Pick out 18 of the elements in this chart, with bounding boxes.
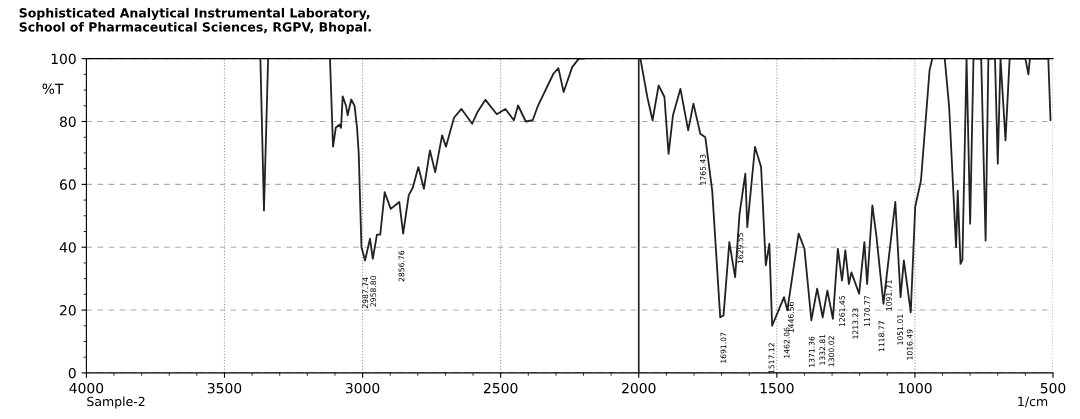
x-axis-title: 1/cm bbox=[1018, 396, 1048, 408]
y-tick-label: 80 bbox=[59, 116, 76, 127]
x-tick-label: 1500 bbox=[760, 382, 794, 394]
y-tick-label: 0 bbox=[68, 367, 76, 379]
x-tick-label: 2000 bbox=[622, 382, 656, 394]
text: Sample-2 bbox=[87, 396, 145, 409]
x-tick-label: 3000 bbox=[345, 382, 380, 394]
y-tick-label: 40 bbox=[59, 242, 76, 253]
x-tick-label: 1000 bbox=[898, 382, 932, 394]
x-tick-label: 3500 bbox=[207, 382, 242, 394]
y-tick-label: 20 bbox=[60, 305, 76, 316]
x-tick-label: 2500 bbox=[484, 382, 518, 394]
x-tick-label: 500 bbox=[1040, 382, 1066, 394]
y-tick-label: 100 bbox=[51, 53, 76, 65]
y-tick-label: 60 bbox=[59, 179, 76, 190]
x-tick-label: 4000 bbox=[69, 382, 104, 394]
y-axis-title: %T bbox=[42, 83, 64, 95]
chart-title: Sophisticated Analytical Instrumental Laboratory, School of Pharmaceutical Sciences, RGPV, Bhopal. bbox=[19, 7, 371, 35]
